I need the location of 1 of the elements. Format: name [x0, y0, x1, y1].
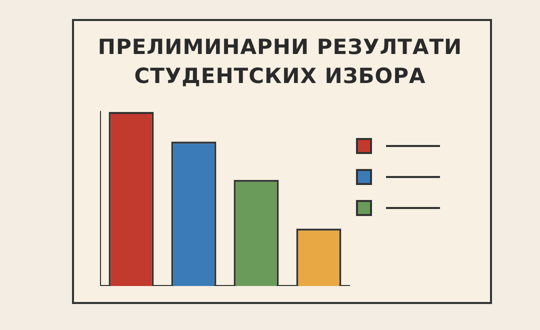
- chart-title: ПРЕЛИМИНАРНИ РЕЗУЛТАТИ СТУДЕНТСКИХ ИЗБОРА: [96, 34, 464, 90]
